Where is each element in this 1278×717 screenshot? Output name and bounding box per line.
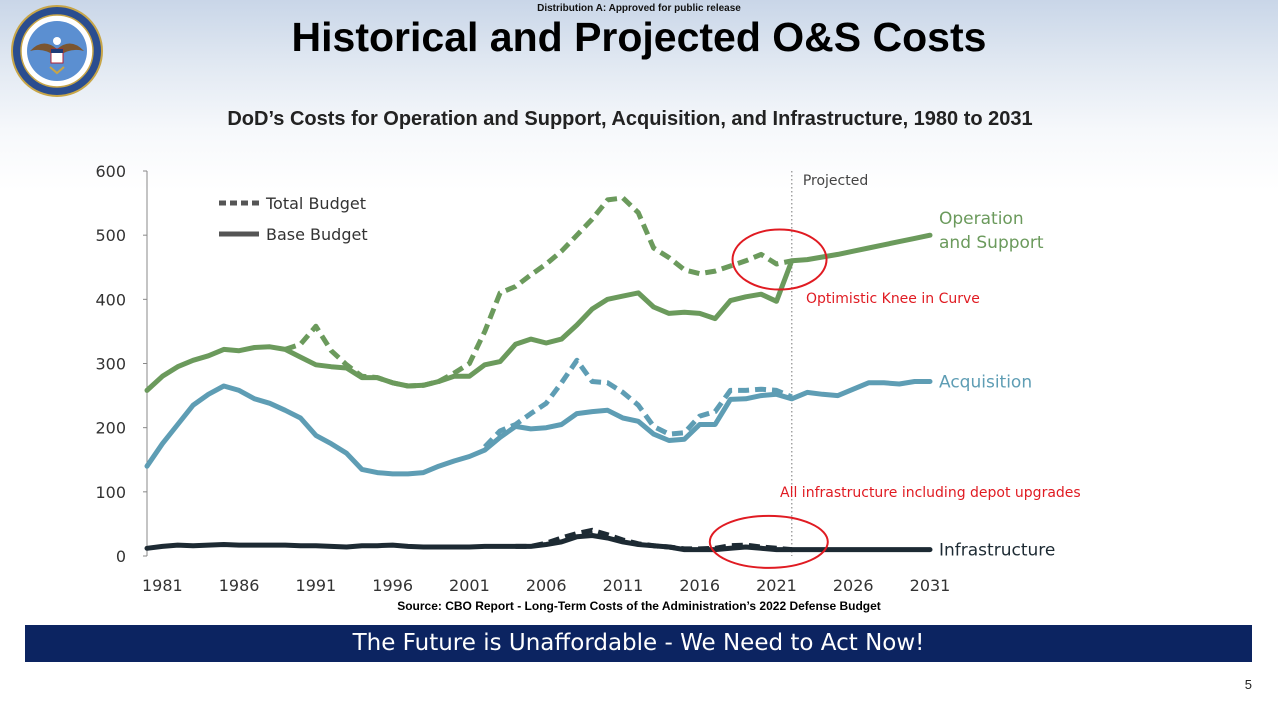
x-tick-label: 2031: [910, 576, 951, 595]
y-tick-label: 600: [95, 162, 126, 181]
chart-labels: Operation and Support Acquisition Infrastru…: [939, 209, 1055, 560]
chart-title: DoD’s Costs for Operation and Support, A…: [227, 108, 1033, 130]
x-tick-label: 2006: [526, 576, 567, 595]
x-tick-label: 2021: [756, 576, 797, 595]
annotation-ellipse-infra: [708, 514, 829, 569]
x-tick-label: 2011: [603, 576, 644, 595]
x-tick-label: 1996: [372, 576, 413, 595]
annotation-knee-text: Optimistic Knee in Curve: [806, 291, 980, 307]
y-tick-label: 400: [95, 290, 126, 309]
dod-seal-icon: [11, 5, 103, 97]
y-tick-label: 300: [95, 355, 126, 374]
y-tick-label: 500: [95, 226, 126, 245]
chart-series: [144, 195, 933, 553]
operation-and-support-label: and Support: [939, 233, 1044, 253]
distribution-note: Distribution A: Approved for public rele…: [537, 3, 741, 14]
slide-title: Historical and Projected O&S Costs: [291, 14, 987, 60]
acquisition-base-line: [144, 379, 933, 477]
acquisition-label: Acquisition: [939, 372, 1032, 392]
legend-label: Base Budget: [266, 225, 368, 244]
x-tick-label: 2026: [833, 576, 874, 595]
chart-annotations: Optimistic Knee in Curve All infrastructu…: [708, 228, 1081, 569]
legend-label: Total Budget: [265, 194, 366, 213]
cost-chart: 0 100 200 300 400 500 600 1981 1986 1991 1996 2001 2…: [95, 162, 1081, 595]
source-note: Source: CBO Report - Long-Term Costs of …: [397, 599, 881, 613]
annotation-ellipse-knee: [731, 228, 828, 291]
acquisition-total-line: [482, 357, 793, 449]
projected-label: Projected: [803, 173, 868, 189]
x-tick-label: 2016: [679, 576, 720, 595]
page-number: 5: [1244, 677, 1252, 692]
x-tick-label: 2001: [449, 576, 490, 595]
operation-and-support-label: Operation: [939, 209, 1024, 229]
x-tick-label: 1991: [296, 576, 337, 595]
infrastructure-base-line: [144, 533, 933, 553]
y-tick-label: 200: [95, 419, 126, 438]
footer-banner: The Future is Unaffordable - We Need to …: [25, 625, 1252, 662]
infrastructure-label: Infrastructure: [939, 541, 1055, 561]
chart-axes: 0 100 200 300 400 500 600 1981 1986 1991 1996 2001 2…: [95, 162, 950, 595]
operation-and-support-total-line: [284, 195, 793, 389]
y-tick-label: 100: [95, 483, 126, 502]
y-tick-label: 0: [116, 547, 126, 566]
operation-and-support-base-line: [144, 232, 933, 393]
x-tick-label: 1981: [142, 576, 183, 595]
x-tick-label: 1986: [219, 576, 260, 595]
annotation-infra-text: All infrastructure including depot upgra…: [780, 485, 1081, 501]
